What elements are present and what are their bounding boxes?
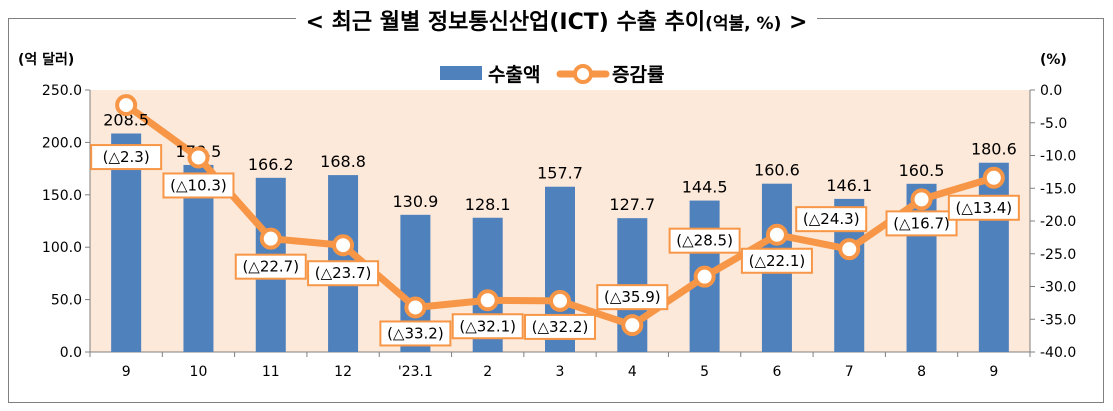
bar-value-label: 180.6 <box>971 140 1017 159</box>
rate-label: (△2.3) <box>103 148 150 166</box>
x-tick-label: '23.1 <box>398 364 433 380</box>
y-left-tick-label: 150.0 <box>42 188 82 204</box>
rate-label: (△16.7) <box>893 214 950 232</box>
legend-label-exports: 수출액 <box>488 64 540 86</box>
rate-label-box <box>795 206 868 233</box>
title-tail: > <box>781 10 808 35</box>
rate-label-box <box>234 253 307 280</box>
legend-marker-growth <box>573 64 593 84</box>
bar-value-label: 128.1 <box>465 195 511 214</box>
bar-value-label: 166.2 <box>248 155 294 174</box>
rate-label-box <box>451 313 524 340</box>
x-tick-label: 11 <box>262 364 280 380</box>
rate-label-box <box>379 320 452 347</box>
line-marker <box>549 289 571 312</box>
bar-value-label: 130.9 <box>392 192 438 211</box>
rate-label: (△32.2) <box>532 318 589 336</box>
line-marker <box>115 94 138 117</box>
x-tick-label: 3 <box>556 364 565 380</box>
x-tick-label: 8 <box>917 364 926 380</box>
x-tick-label: 7 <box>845 364 854 380</box>
y-right-tick-label: -10.0 <box>1040 149 1076 165</box>
rate-label: (△13.4) <box>956 199 1013 217</box>
x-tick-label: 5 <box>700 364 709 380</box>
bar-value-label: 160.6 <box>754 161 800 180</box>
line-marker <box>982 166 1005 189</box>
rate-label: (△22.7) <box>242 258 299 276</box>
bar-value-label: 168.8 <box>320 152 366 171</box>
rate-label-box <box>947 194 1020 221</box>
rate-label-box <box>307 260 380 287</box>
x-tick-label: 9 <box>122 364 131 380</box>
x-tick-label: 12 <box>334 364 352 380</box>
bar-value-label: 144.5 <box>682 178 728 197</box>
rate-label-box <box>740 247 813 274</box>
line-marker <box>693 265 716 288</box>
chart-title-wrap: < 최근 월별 정보통신산업(ICT) 수출 추이(억불, %) > <box>0 4 1113 36</box>
y-left-tick-label: 50.0 <box>51 293 82 309</box>
line-marker <box>187 146 210 169</box>
y-left-unit-label: (억 달러) <box>18 52 74 68</box>
title-main: < 최근 월별 정보통신산업(ICT) 수출 추이 <box>305 10 706 35</box>
y-left-tick-label: 250.0 <box>42 83 82 99</box>
rate-label: (△10.3) <box>170 176 227 194</box>
y-left-tick-label: 200.0 <box>42 135 82 151</box>
line-marker <box>838 238 861 261</box>
y-right-tick-label: -20.0 <box>1040 214 1076 230</box>
line-marker <box>910 188 933 211</box>
y-right-tick-label: 0.0 <box>1040 83 1062 99</box>
rate-label-box <box>885 210 958 237</box>
line-marker <box>765 223 788 246</box>
legend-label-growth: 증감률 <box>612 64 664 86</box>
line-marker <box>404 296 427 319</box>
y-right-unit-label: (%) <box>1040 52 1067 68</box>
x-tick-label: 10 <box>190 364 208 380</box>
bar-value-label: 157.7 <box>537 164 583 183</box>
rate-label: (△32.1) <box>459 317 516 335</box>
legend-swatch-exports <box>440 66 482 80</box>
chart-title: < 최근 월별 정보통신산업(ICT) 수출 추이(억불, %) > <box>295 4 818 36</box>
x-tick-label: 9 <box>989 364 998 380</box>
y-right-tick-label: -5.0 <box>1040 116 1067 132</box>
line-marker <box>259 227 282 250</box>
line-marker <box>332 234 355 257</box>
rate-label: (△22.1) <box>749 252 806 270</box>
x-tick-label: 6 <box>772 364 781 380</box>
rate-label: (△35.9) <box>604 288 661 306</box>
title-unit: (억불, %) <box>705 14 782 34</box>
rate-label-box <box>596 284 669 311</box>
bar-value-label: 127.7 <box>609 195 655 214</box>
x-tick-label: 2 <box>483 364 492 380</box>
rate-label: (△28.5) <box>676 232 733 250</box>
line-marker <box>621 314 644 337</box>
y-right-tick-label: -35.0 <box>1040 312 1076 328</box>
y-right-tick-label: -15.0 <box>1040 181 1076 197</box>
rate-label: (△23.7) <box>315 264 372 282</box>
y-right-tick-label: -30.0 <box>1040 280 1076 296</box>
rate-label-box <box>90 144 163 171</box>
bar-value-label: 146.1 <box>826 176 872 195</box>
rate-label-box <box>524 313 596 340</box>
bar <box>978 162 1009 352</box>
x-tick-label: 4 <box>628 364 637 380</box>
line-marker <box>476 289 499 312</box>
y-left-tick-label: 100.0 <box>42 240 82 256</box>
bar-value-label: 160.5 <box>899 161 945 180</box>
rate-label: (△24.3) <box>803 210 860 228</box>
y-right-tick-label: -40.0 <box>1040 345 1076 361</box>
rate-label-box <box>162 172 235 199</box>
bar-value-label: 208.5 <box>103 110 149 129</box>
rate-label-box <box>668 227 741 254</box>
y-right-tick-label: -25.0 <box>1040 247 1076 263</box>
y-left-tick-label: 0.0 <box>60 345 82 361</box>
rate-label: (△33.2) <box>387 324 444 342</box>
